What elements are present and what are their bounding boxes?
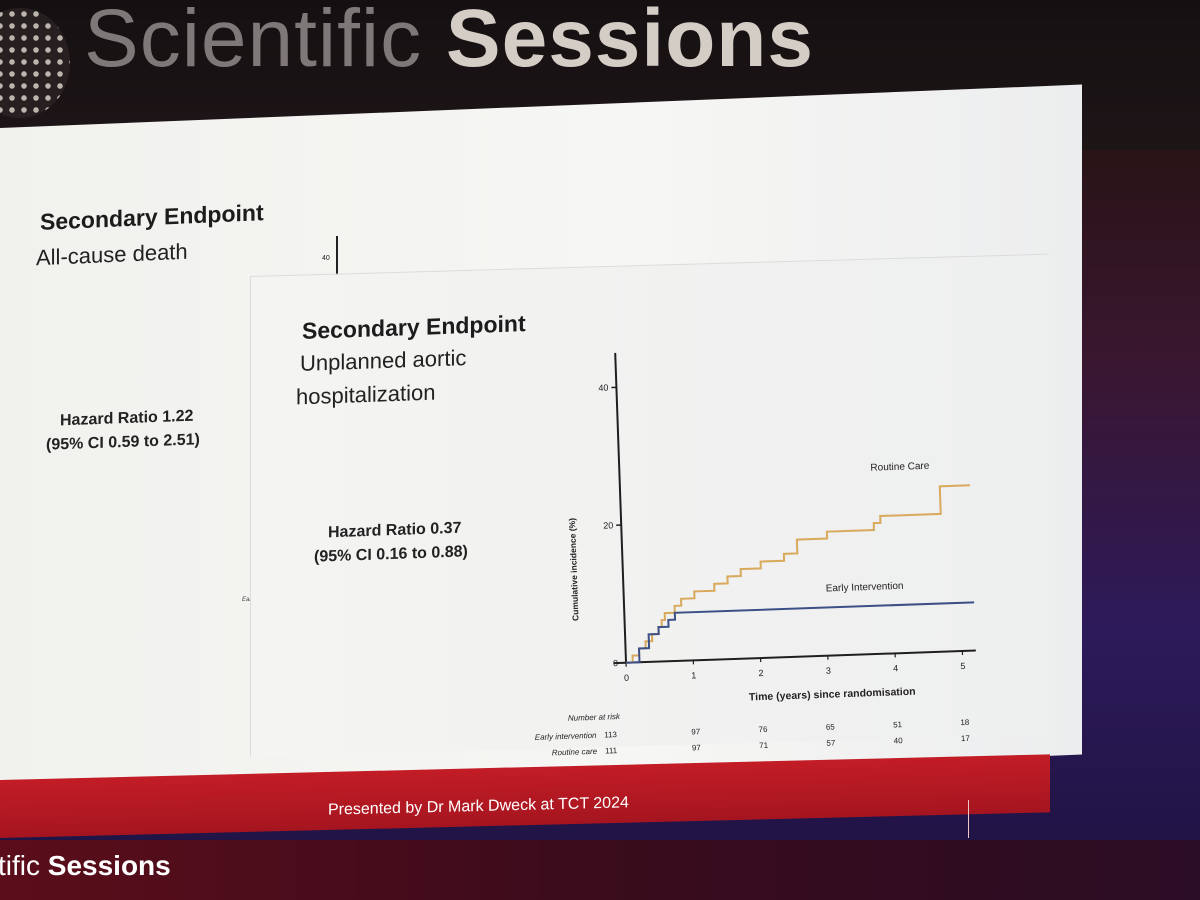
cumulative-incidence-chart: 0 20 40 0 1 2 3 4 5 Time (years) since randomisat… (535, 352, 976, 758)
at-risk-value: 97 (691, 727, 701, 736)
y-axis-line (614, 352, 628, 663)
at-risk-value: 65 (826, 722, 836, 731)
venue-title-bold: Sessions (445, 0, 814, 84)
at-risk-value: 97 (692, 743, 702, 752)
at-risk-value: 57 (826, 738, 836, 747)
y-tick-label: 40 (598, 383, 608, 393)
series-label: Routine Care (870, 461, 930, 474)
at-risk-value: 76 (758, 725, 768, 734)
at-risk-value: 17 (961, 734, 971, 743)
x-tick-label: 4 (893, 663, 898, 673)
at-risk-row-label: Routine care (552, 747, 598, 758)
chart-plot-group: 0 20 40 0 1 2 3 4 5 Time (years) since randomisat… (535, 352, 976, 758)
bottom-title-light: tific (0, 850, 48, 881)
slide-subtitle-line2: hospitalization (296, 379, 436, 410)
at-risk-value: 51 (893, 720, 903, 729)
y-axis-label: Cumulative incidence (%) (567, 518, 581, 621)
series-label: Early Intervention (826, 581, 904, 595)
x-tick-label: 0 (624, 673, 629, 683)
at-risk-row-label: Early intervention (535, 731, 598, 742)
at-risk-value: 111 (605, 746, 618, 755)
x-tick-label: 2 (758, 668, 763, 678)
venue-title: Scientific Sessions (84, 0, 814, 86)
at-risk-value: 18 (960, 718, 970, 727)
bottom-banner (0, 840, 1200, 900)
footer-divider (968, 800, 969, 838)
bottom-title-bold: Sessions (47, 850, 171, 881)
bottom-venue-title: tific Sessions (0, 850, 171, 882)
x-axis-line (614, 649, 976, 665)
at-risk-value: 113 (604, 730, 618, 739)
series-line (625, 484, 971, 664)
y-tick-label: 20 (603, 520, 613, 530)
x-tick-label: 3 (826, 666, 831, 676)
at-risk-value: 71 (759, 741, 769, 750)
at-risk-value: 40 (894, 736, 904, 745)
x-tick-label: 1 (691, 670, 696, 680)
x-axis-label: Time (years) since randomisation (749, 686, 916, 704)
series-line (625, 601, 975, 664)
x-tick-label: 5 (960, 661, 965, 671)
background-y-tick: 40 (322, 255, 330, 262)
number-at-risk-label: Number at risk (568, 712, 621, 723)
venue-title-light: Scientific (84, 0, 446, 84)
y-tick-label: 0 (613, 658, 618, 668)
